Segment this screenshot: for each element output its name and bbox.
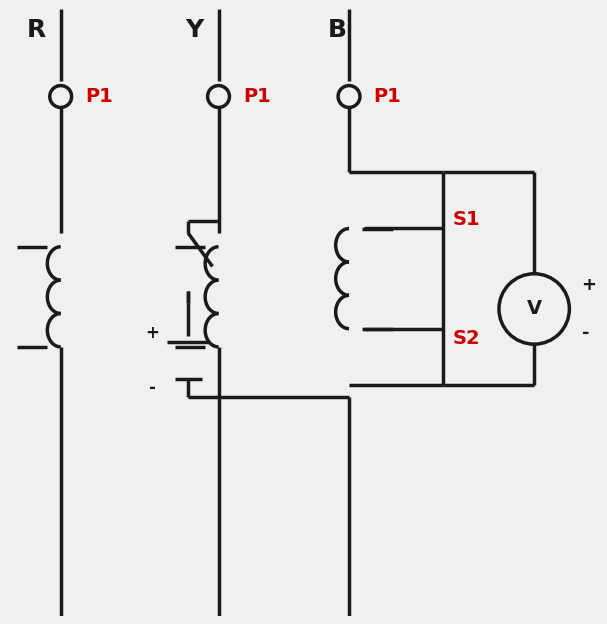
Text: S2: S2 (452, 329, 480, 348)
Text: S1: S1 (452, 210, 480, 228)
Text: V: V (527, 300, 541, 318)
Text: B: B (327, 17, 347, 42)
Text: Y: Y (185, 17, 203, 42)
Text: P1: P1 (85, 87, 113, 106)
Text: -: - (582, 324, 589, 342)
Text: P1: P1 (373, 87, 401, 106)
Text: +: + (582, 276, 597, 294)
Text: P1: P1 (243, 87, 271, 106)
Text: +: + (145, 324, 158, 342)
Text: R: R (27, 17, 46, 42)
Text: -: - (148, 379, 155, 397)
